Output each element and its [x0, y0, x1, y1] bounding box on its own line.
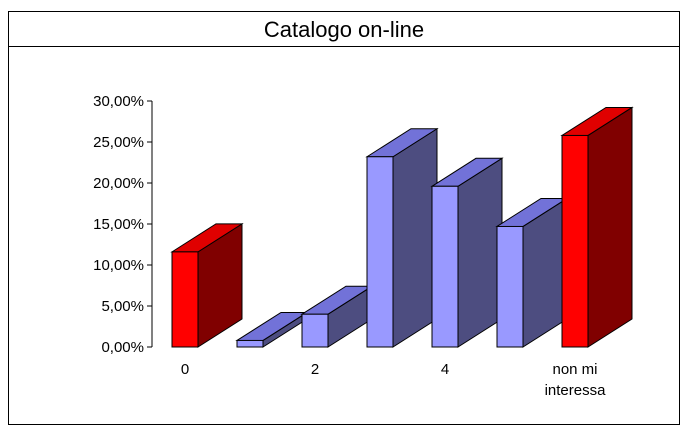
bar-1	[235, 311, 309, 348]
x-tick-label: non mi	[552, 361, 597, 378]
x-axis: 0 2 4 non mi interessa	[181, 361, 606, 399]
y-tick-label: 10,00%	[93, 257, 144, 274]
y-axis: 0,00% 5,00% 10,00% 15,00% 20,00% 25,00% 30,00%	[93, 93, 153, 356]
bar-front-face	[561, 134, 589, 348]
bars-group	[170, 106, 634, 348]
x-tick-label: 4	[441, 361, 449, 378]
y-tick-label: 20,00%	[93, 175, 144, 192]
bar-side-face	[392, 127, 438, 348]
y-tick-label: 15,00%	[93, 216, 144, 233]
y-tick-label: 30,00%	[93, 93, 144, 110]
x-tick-label: interessa	[545, 382, 607, 399]
bar-0	[170, 222, 244, 348]
y-tick-label: 25,00%	[93, 134, 144, 151]
bar-3	[365, 127, 439, 348]
bar-5	[495, 197, 569, 348]
bar-side-face	[587, 106, 633, 348]
x-tick-label: 2	[311, 361, 319, 378]
bar-4	[430, 157, 504, 348]
bar-front-face	[431, 185, 459, 348]
bar-front-face	[236, 339, 264, 348]
bar-side-face	[457, 157, 503, 348]
y-tick-label: 5,00%	[101, 298, 144, 315]
title-divider	[8, 46, 680, 47]
x-tick-label: 0	[181, 361, 189, 378]
bar-2	[300, 285, 374, 348]
bar-front-face	[496, 225, 524, 348]
bar-front-face	[301, 313, 329, 348]
y-tick-label: 0,00%	[101, 339, 144, 356]
bar-non-mi-interessa	[560, 106, 634, 348]
bar-front-face	[171, 251, 199, 348]
bar-front-face	[366, 156, 394, 348]
